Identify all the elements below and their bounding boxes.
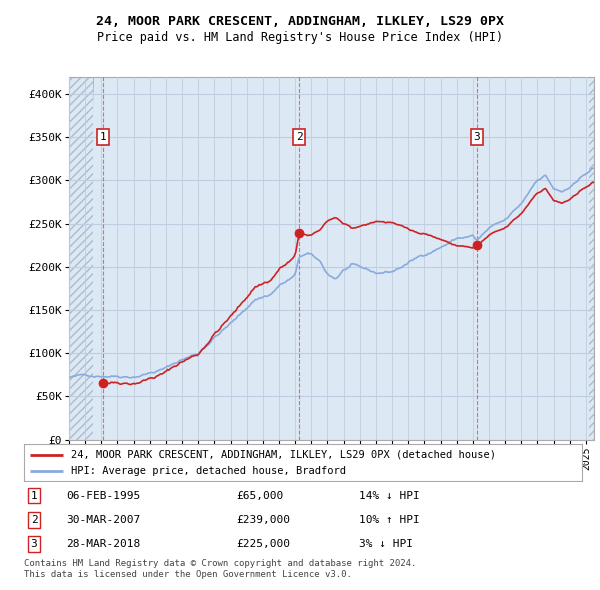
Text: £65,000: £65,000 [236,491,283,501]
Text: Contains HM Land Registry data © Crown copyright and database right 2024.
This d: Contains HM Land Registry data © Crown c… [24,559,416,579]
Text: 10% ↑ HPI: 10% ↑ HPI [359,515,419,525]
Bar [589,77,594,440]
Text: 14% ↓ HPI: 14% ↓ HPI [359,491,419,501]
Text: Price paid vs. HM Land Registry's House Price Index (HPI): Price paid vs. HM Land Registry's House … [97,31,503,44]
Text: 3% ↓ HPI: 3% ↓ HPI [359,539,413,549]
Text: 28-MAR-2018: 28-MAR-2018 [66,539,140,549]
Text: 2: 2 [296,132,302,142]
Text: £239,000: £239,000 [236,515,290,525]
Text: £225,000: £225,000 [236,539,290,549]
Text: 3: 3 [473,132,480,142]
Text: 3: 3 [31,539,37,549]
Text: 24, MOOR PARK CRESCENT, ADDINGHAM, ILKLEY, LS29 0PX: 24, MOOR PARK CRESCENT, ADDINGHAM, ILKLE… [96,15,504,28]
Text: 30-MAR-2007: 30-MAR-2007 [66,515,140,525]
Text: 2: 2 [31,515,37,525]
Text: HPI: Average price, detached house, Bradford: HPI: Average price, detached house, Brad… [71,466,346,476]
Text: 1: 1 [31,491,37,501]
Text: 24, MOOR PARK CRESCENT, ADDINGHAM, ILKLEY, LS29 0PX (detached house): 24, MOOR PARK CRESCENT, ADDINGHAM, ILKLE… [71,450,496,460]
Bar [69,77,93,440]
Text: 1: 1 [100,132,106,142]
Text: 06-FEB-1995: 06-FEB-1995 [66,491,140,501]
